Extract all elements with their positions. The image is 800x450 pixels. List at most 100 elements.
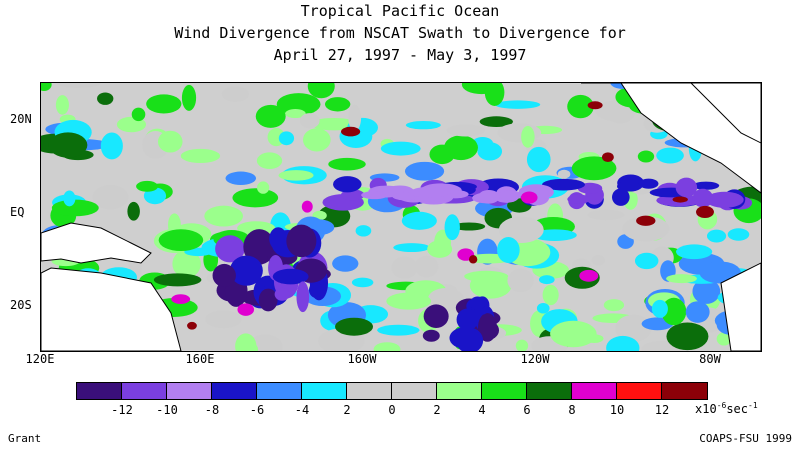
divergence-patch (55, 95, 69, 115)
lon-label-160w: 160W (347, 352, 377, 366)
divergence-patch (299, 113, 320, 129)
divergence-patch (405, 120, 441, 130)
lon-label-120e: 120E (25, 352, 55, 366)
lat-label-eq: EQ (10, 205, 25, 219)
lon-label-160e: 160E (185, 352, 215, 366)
divergence-patch (146, 94, 182, 114)
colorbar-swatch (347, 383, 392, 399)
divergence-patch (373, 342, 401, 351)
divergence-patch (422, 329, 440, 342)
divergence-patch (567, 194, 590, 204)
colorbar-swatch (527, 383, 572, 399)
divergence-patch (477, 313, 497, 342)
divergence-patch (705, 191, 744, 208)
divergence-patch (477, 142, 503, 161)
divergence-patch (601, 152, 614, 163)
divergence-patch (468, 255, 478, 264)
divergence-patch (634, 252, 659, 270)
lon-label-120w: 120W (520, 352, 550, 366)
divergence-patch (410, 186, 450, 198)
divergence-map (40, 82, 762, 352)
divergence-patch (131, 107, 146, 122)
divergence-patch (180, 148, 221, 164)
divergence-patch (661, 297, 687, 326)
divergence-patch (377, 324, 420, 336)
divergence-patch (550, 320, 597, 348)
divergence-field (41, 83, 761, 351)
divergence-patch (603, 299, 625, 312)
divergence-patch (243, 229, 276, 265)
divergence-patch (656, 147, 684, 164)
divergence-patch (256, 152, 283, 170)
colorbar-swatch (167, 383, 212, 399)
divergence-patch (638, 178, 659, 189)
divergence-patch (507, 268, 534, 293)
divergence-patch (278, 131, 295, 146)
divergence-patch (204, 205, 244, 227)
divergence-patch (587, 209, 625, 221)
colorbar-tick-label: -12 (111, 403, 133, 417)
divergence-patch (414, 255, 439, 278)
divergence-patch (301, 200, 313, 213)
divergence-patch (622, 216, 670, 242)
divergence-patch (676, 244, 713, 260)
divergence-patch (557, 169, 571, 179)
divergence-patch (479, 116, 513, 128)
divergence-patch (472, 192, 500, 204)
divergence-patch (685, 301, 710, 323)
divergence-patch (63, 190, 76, 207)
divergence-patch (386, 292, 432, 310)
divergence-patch (258, 288, 278, 312)
divergence-patch (276, 93, 321, 116)
divergence-patch (127, 201, 140, 221)
divergence-patch (333, 176, 362, 193)
divergence-patch (429, 144, 455, 165)
map-date-range: April 27, 1997 - May 3, 1997 (273, 46, 527, 64)
divergence-patch (536, 302, 550, 314)
divergence-patch (307, 83, 335, 99)
divergence-patch (401, 211, 437, 230)
divergence-patch (571, 156, 617, 181)
divergence-patch (542, 178, 585, 191)
divergence-patch (255, 104, 286, 128)
divergence-patch (237, 303, 255, 316)
divergence-patch (456, 308, 479, 331)
divergence-patch (225, 171, 257, 185)
colorbar-tick-label: 4 (478, 403, 486, 417)
divergence-patch (404, 161, 445, 181)
colorbar-swatch (257, 383, 302, 399)
landmass (41, 222, 152, 264)
divergence-patch (587, 101, 603, 110)
divergence-patch (351, 277, 374, 288)
colorbar-swatch (122, 383, 167, 399)
divergence-patch (348, 104, 362, 131)
divergence-patch (215, 235, 245, 263)
divergence-patch (157, 130, 183, 153)
divergence-patch (617, 181, 640, 192)
map-subtitle: Wind Divergence from NSCAT Swath to Dive… (174, 24, 626, 42)
divergence-patch (56, 83, 101, 88)
divergence-patch (332, 255, 359, 272)
divergence-patch (538, 275, 555, 285)
landmass (720, 262, 761, 351)
divergence-patch (361, 191, 388, 200)
divergence-patch (221, 86, 250, 102)
colorbar-tick-label: -6 (249, 403, 265, 417)
divergence-patch (92, 184, 129, 210)
divergence-patch (328, 157, 366, 171)
colorbar-swatch (437, 383, 482, 399)
divergence-patch (675, 177, 698, 198)
divergence-patch (521, 125, 535, 148)
divergence-patch (666, 274, 697, 284)
landmass (690, 83, 761, 144)
credit-label: COAPS-FSU 1999 (699, 432, 792, 445)
divergence-patch (51, 199, 99, 217)
divergence-patch (274, 287, 290, 301)
colorbar-swatch (77, 383, 122, 399)
colorbar-swatch (212, 383, 257, 399)
divergence-patch (97, 92, 114, 105)
colorbar-tick-label: -8 (204, 403, 220, 417)
colorbar-tick-label: -10 (156, 403, 178, 417)
divergence-patch (296, 281, 310, 313)
colorbar-units: x10-6sec-1 (695, 401, 758, 416)
